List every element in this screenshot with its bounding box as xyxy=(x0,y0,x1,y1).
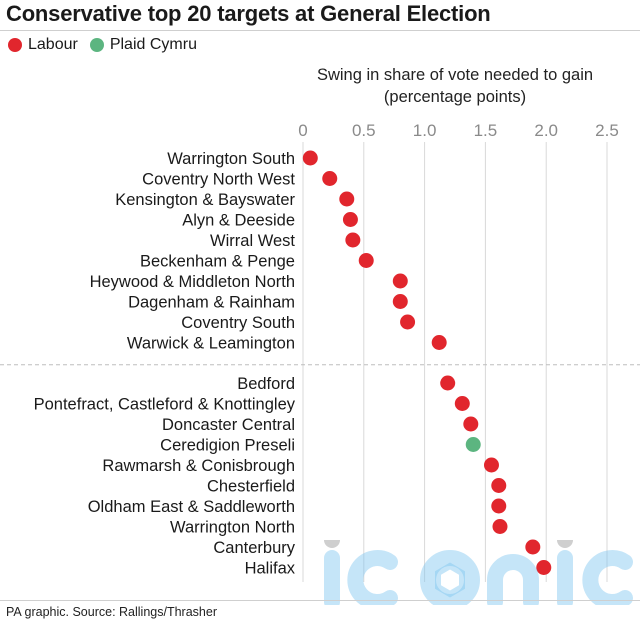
x-tick-label: 1.0 xyxy=(413,121,437,140)
data-point xyxy=(536,560,552,575)
legend-swatch-plaid-cymru xyxy=(89,38,104,52)
chart-title: Conservative top 20 targets at General E… xyxy=(6,1,491,26)
constituency-label: Coventry South xyxy=(181,314,295,332)
legend-swatch-labour xyxy=(8,38,22,52)
constituency-label: Pontefract, Castleford & Knottingley xyxy=(34,396,296,414)
data-point xyxy=(465,437,481,452)
constituency-label: Oldham East & Saddleworth xyxy=(88,498,295,516)
data-point xyxy=(431,335,447,350)
legend-item-plaid-cymru: Plaid Cymru xyxy=(89,36,197,54)
legend: Labour Plaid Cymru xyxy=(8,36,209,54)
constituency-label: Heywood & Middleton North xyxy=(90,273,295,291)
title-divider xyxy=(0,30,640,31)
constituency-label: Rawmarsh & Conisbrough xyxy=(102,457,295,475)
data-point xyxy=(483,457,499,473)
x-axis-title-line-2: (percentage points) xyxy=(383,88,527,106)
x-tick-label: 0 xyxy=(298,121,307,140)
constituency-label: Dagenham & Rainham xyxy=(128,294,295,312)
data-point xyxy=(358,253,374,268)
constituency-label: Ceredigion Preseli xyxy=(160,437,295,455)
data-point xyxy=(492,519,508,534)
x-axis-title: Swing in share of vote needed to gain (p… xyxy=(285,64,625,108)
x-tick-label: 2.5 xyxy=(595,121,619,140)
constituency-label: Alyn & Deeside xyxy=(182,212,295,230)
x-tick-label: 0.5 xyxy=(352,121,376,140)
data-point xyxy=(454,396,470,411)
data-point xyxy=(491,498,507,514)
data-point xyxy=(392,294,408,309)
data-point xyxy=(302,150,318,166)
constituency-label: Bedford xyxy=(237,375,295,393)
constituency-label: Wirral West xyxy=(210,232,295,250)
constituency-label: Warwick & Leamington xyxy=(127,335,295,353)
constituency-label: Warrington North xyxy=(170,519,295,537)
data-point xyxy=(463,416,479,432)
data-point xyxy=(392,273,408,289)
source-note: PA graphic. Source: Rallings/Thrasher xyxy=(6,605,217,619)
data-point xyxy=(322,171,338,186)
constituency-label: Chesterfield xyxy=(207,478,295,496)
x-tick-label: 2.0 xyxy=(534,121,558,140)
constituency-label: Canterbury xyxy=(213,539,295,557)
constituency-label: Kensington & Bayswater xyxy=(115,191,295,209)
dot-plot: 0 0.5 1.0 1.5 2.0 2.5 Warrington South Coventry… xyxy=(0,121,640,582)
legend-label-labour: Labour xyxy=(28,36,78,53)
data-point xyxy=(440,375,456,391)
data-point xyxy=(342,212,358,227)
data-point xyxy=(491,478,507,493)
legend-item-labour: Labour xyxy=(8,36,78,54)
data-point xyxy=(345,232,361,248)
constituency-label: Doncaster Central xyxy=(162,416,295,434)
legend-label-plaid-cymru: Plaid Cymru xyxy=(109,36,197,53)
footer-divider xyxy=(0,600,640,601)
x-tick-label: 1.5 xyxy=(474,121,498,140)
x-axis-title-line-1: Swing in share of vote needed to gain xyxy=(316,66,594,84)
constituency-label: Warrington South xyxy=(167,150,295,168)
iconic-watermark: iconic xyxy=(320,540,633,605)
data-point xyxy=(525,539,541,555)
data-point xyxy=(339,191,355,207)
constituency-label: Beckenham & Penge xyxy=(140,253,295,271)
constituency-label: Halifax xyxy=(245,560,296,578)
constituency-label: Coventry North West xyxy=(142,171,295,189)
data-point xyxy=(400,314,416,330)
watermark-text: iconic xyxy=(320,540,323,541)
